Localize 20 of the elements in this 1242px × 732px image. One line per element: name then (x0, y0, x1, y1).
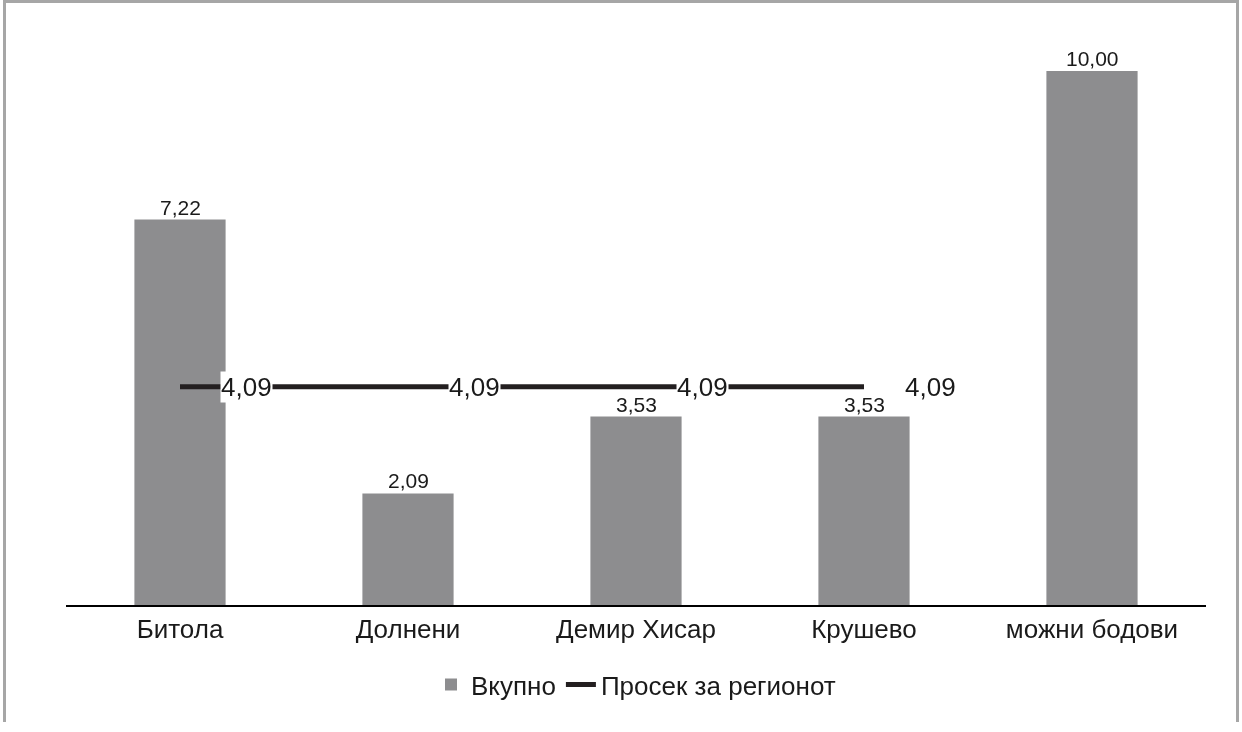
bar (818, 416, 910, 605)
data-label: 4,09 (677, 372, 728, 402)
data-label: 4,09 (449, 372, 500, 402)
legend-label: Просек за регионот (600, 670, 836, 701)
data-label: 7,22 (160, 196, 201, 219)
x-tick-label: Битола (136, 614, 224, 645)
x-tick-label: Крушево (811, 614, 917, 645)
bar (590, 416, 682, 605)
x-tick-label: Долнени (355, 614, 461, 645)
bar (1046, 71, 1138, 605)
data-label: 2,09 (388, 469, 429, 492)
data-label: 3,53 (844, 393, 885, 416)
data-label: 3,53 (616, 393, 657, 416)
data-label: 10,00 (1066, 47, 1119, 70)
bar (362, 493, 454, 605)
legend-label: Вкупно (471, 670, 556, 701)
x-tick-label: можни бодови (1005, 614, 1179, 645)
data-label: 4,09 (905, 372, 956, 402)
data-label: 4,09 (221, 372, 272, 402)
x-tick-label: Демир Хисар (556, 614, 716, 645)
